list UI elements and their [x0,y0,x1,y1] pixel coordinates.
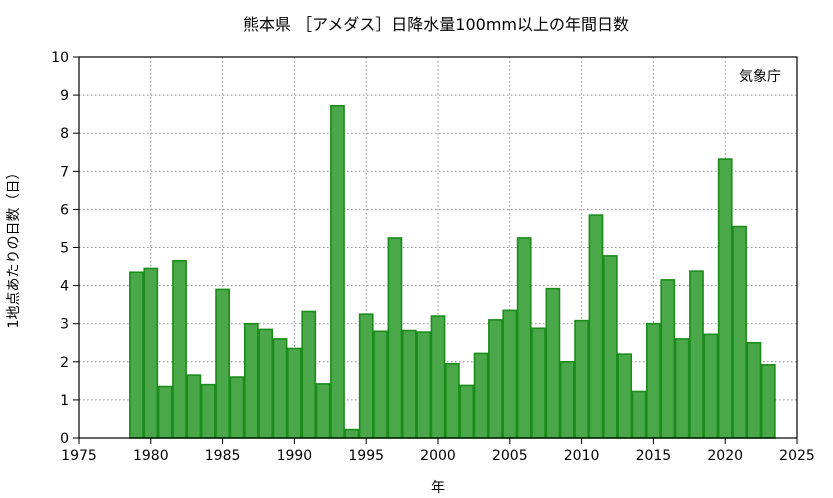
y-axis-label: 1地点あたりの日数（日） [6,166,22,329]
bar-2010 [574,319,589,439]
bar-1997 [387,237,403,439]
bar-1995 [358,313,374,439]
x-tick-label: 2015 [636,448,672,464]
bar-2021 [732,225,747,439]
ticks: 1975 1980 1985 1990 1995 2000 2005 2010 2015 2020… [51,50,815,464]
bar-1996 [373,330,388,439]
x-tick-label: 2010 [564,448,600,464]
bar-2000 [430,315,446,439]
x-tick-label: 2000 [420,448,456,464]
bar-1990 [287,347,302,439]
x-tick-label: 2025 [779,448,815,464]
bar-1983 [186,374,202,439]
bar-1979 [129,271,144,439]
bar-1989 [272,338,288,439]
x-axis-label: 年 [431,480,445,496]
x-tick-label: 1995 [348,448,384,464]
bar-2020 [717,158,733,439]
bar-1980 [143,267,159,439]
bar-2017 [674,338,690,439]
bar-1988 [258,328,274,439]
y-tick-label: 2 [60,355,69,371]
y-tick-label: 0 [60,431,69,447]
bar-2018 [689,270,704,439]
bars [129,104,776,439]
bar-2016 [660,279,676,439]
bar-2019 [703,333,719,439]
x-tick-label: 2005 [492,448,528,464]
bar-2022 [746,341,762,439]
bar-2011 [588,214,604,439]
bar-1984 [200,383,216,439]
y-tick-label: 8 [60,126,69,142]
y-tick-label: 5 [60,241,69,257]
bar-2023 [760,364,776,439]
annotation: 気象庁 [739,69,781,85]
x-tick-label: 1980 [133,448,169,464]
bar-2013 [617,353,633,439]
bar-1985 [215,288,230,439]
bar-1991 [301,310,317,439]
y-tick-label: 10 [51,50,69,66]
bar-2006 [516,237,532,439]
bar-1981 [157,385,173,439]
bar-1982 [172,260,187,439]
bar-2002 [459,384,475,439]
bar-2015 [646,322,661,439]
x-tick-label: 1975 [61,448,97,464]
bar-2009 [559,360,575,439]
bar-2012 [602,255,618,439]
bar-1992 [315,383,331,439]
y-tick-label: 1 [60,393,69,409]
bar-1999 [416,331,432,439]
bar-2001 [444,362,460,439]
y-tick-label: 7 [60,164,69,180]
bar-2007 [531,327,546,439]
bar-2014 [631,390,647,439]
y-tick-label: 3 [60,317,69,333]
bar-1987 [243,322,259,439]
x-tick-label: 1990 [277,448,313,464]
chart-title: 熊本県 ［アメダス］日降水量100mm以上の年間日数 [243,15,629,34]
y-tick-label: 6 [60,202,69,218]
bar-1986 [229,376,245,439]
bar-1994 [344,428,360,439]
bar-2008 [545,287,561,439]
x-tick-label: 2020 [707,448,743,464]
bar-2005 [502,309,518,439]
x-tick-label: 1985 [205,448,241,464]
bar-2003 [473,352,489,439]
bar-1993 [330,104,345,439]
bar-1998 [401,329,417,439]
y-tick-label: 9 [60,88,69,104]
bar-2004 [488,319,503,439]
y-tick-label: 4 [60,279,69,295]
